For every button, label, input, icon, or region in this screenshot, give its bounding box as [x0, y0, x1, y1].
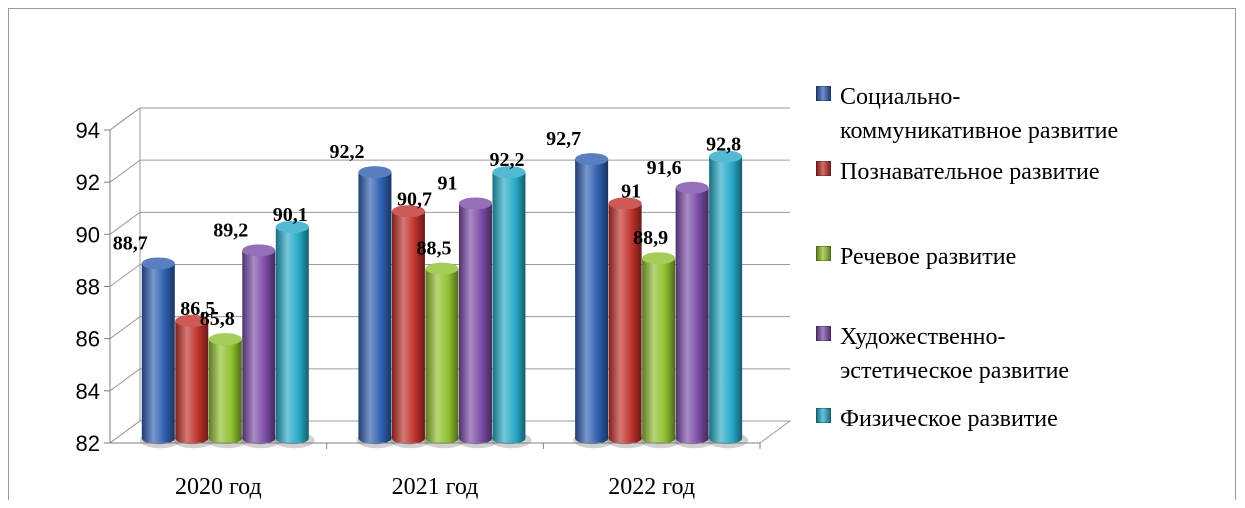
bar-top	[358, 166, 392, 179]
bar-body	[358, 172, 392, 445]
data-label: 92,2	[489, 149, 524, 171]
gridline-side	[109, 368, 141, 392]
bar-top	[709, 150, 743, 163]
legend-label-line: коммуникативное развитие	[840, 118, 1119, 144]
data-labels-layer: 88,7 86,585,8 89,2 90,1 92,2 90,7 88,5 91 92,2 92…	[113, 128, 741, 330]
data-label: 86,5	[180, 298, 215, 320]
bar-top	[175, 314, 209, 327]
data-label: 90,7	[397, 188, 432, 210]
y-tick-label: 90	[76, 222, 100, 247]
bar	[606, 197, 648, 449]
legend-label-line: Физическое развитие	[840, 406, 1058, 432]
bar	[456, 197, 498, 449]
data-label: 91	[437, 172, 457, 194]
legend-label-line: Социально-	[840, 84, 961, 110]
x-axis: 2020 год 2021 год 2022 год	[110, 442, 761, 500]
bar-body	[275, 226, 309, 445]
bar-body	[492, 172, 526, 445]
gridline-side	[109, 211, 141, 235]
legend-label: Художественно-эстетическое развитие	[840, 320, 1230, 388]
bar-body	[242, 250, 276, 445]
bar	[173, 314, 215, 449]
bar-top	[642, 252, 676, 265]
legend-label-line: эстетическое развитие	[840, 358, 1070, 384]
bar	[240, 244, 282, 449]
legend-swatch	[816, 246, 831, 261]
data-label: 91,6	[647, 157, 682, 179]
gridline-side	[109, 159, 141, 183]
bar-top	[425, 262, 459, 275]
data-label: 90,1	[273, 204, 308, 226]
bar-body	[425, 268, 459, 445]
x-tick-label: 2022 год	[608, 474, 695, 500]
bar-top	[242, 244, 276, 257]
data-label: 88,5	[416, 238, 451, 260]
bar-body	[709, 156, 743, 445]
bar-top	[208, 333, 242, 346]
chart-frame	[8, 8, 1236, 500]
legend-label-line: Речевое развитие	[840, 244, 1017, 270]
x-tick-label: 2020 год	[175, 474, 262, 500]
bar	[573, 153, 615, 449]
legend-label: Физическое развитие	[840, 402, 1230, 436]
bar	[490, 166, 532, 449]
bar-body	[391, 211, 425, 445]
y-tick-label: 84	[76, 379, 100, 404]
legend-label-line: Познавательное развитие	[840, 159, 1100, 185]
data-label: 89,2	[213, 219, 248, 241]
bar	[707, 150, 749, 449]
bar-body	[608, 203, 642, 445]
bar	[640, 252, 682, 449]
y-tick-label: 88	[76, 275, 100, 300]
bar	[673, 181, 715, 449]
bar-top	[675, 181, 709, 194]
y-tick-label: 94	[76, 118, 100, 143]
gridline-side	[109, 107, 141, 131]
legend-swatch	[816, 408, 831, 423]
data-label: 88,9	[633, 227, 668, 249]
gridline-side	[109, 316, 141, 340]
bar-body	[642, 258, 676, 445]
y-axis: 82 84 86 88 90 92 94	[76, 118, 111, 456]
bar-body	[675, 187, 709, 445]
bar-body	[208, 339, 242, 445]
bar	[356, 166, 398, 449]
data-label: 88,7	[113, 232, 148, 254]
y-tick-label: 86	[76, 327, 100, 352]
legend-swatch	[816, 161, 831, 176]
bar	[206, 333, 248, 449]
bar-body	[458, 203, 492, 445]
bar-body	[141, 263, 175, 445]
data-label: 92,7	[546, 128, 581, 150]
x-tick-label: 2021 год	[392, 474, 479, 500]
bar	[423, 262, 465, 449]
bar	[139, 257, 181, 449]
y-tick-label: 82	[76, 431, 100, 456]
data-label: 85,8	[200, 308, 235, 330]
bar	[389, 205, 431, 449]
legend-swatch	[816, 326, 831, 341]
bar-top	[608, 197, 642, 210]
bar-top	[575, 153, 609, 166]
bar-top	[275, 220, 309, 233]
legend-label: Социально-коммуникативное развитие	[840, 80, 1230, 148]
bar-body	[175, 320, 209, 445]
bar-top	[141, 257, 175, 270]
bars-layer	[139, 150, 749, 449]
bar-body	[575, 159, 609, 445]
legend-swatch	[816, 86, 831, 101]
bar	[273, 220, 315, 449]
gridline-side	[109, 264, 141, 287]
bar-top	[458, 197, 492, 210]
bar-top	[492, 166, 526, 179]
bar-top	[391, 205, 425, 218]
data-label: 91	[621, 180, 641, 202]
legend-label: Речевое развитие	[840, 240, 1230, 274]
y-tick-label: 92	[76, 170, 100, 195]
legend-label: Познавательное развитие	[840, 155, 1230, 189]
legend-label-line: Художественно-	[840, 324, 1006, 350]
data-label: 92,8	[706, 134, 741, 156]
data-label: 92,2	[329, 141, 364, 163]
